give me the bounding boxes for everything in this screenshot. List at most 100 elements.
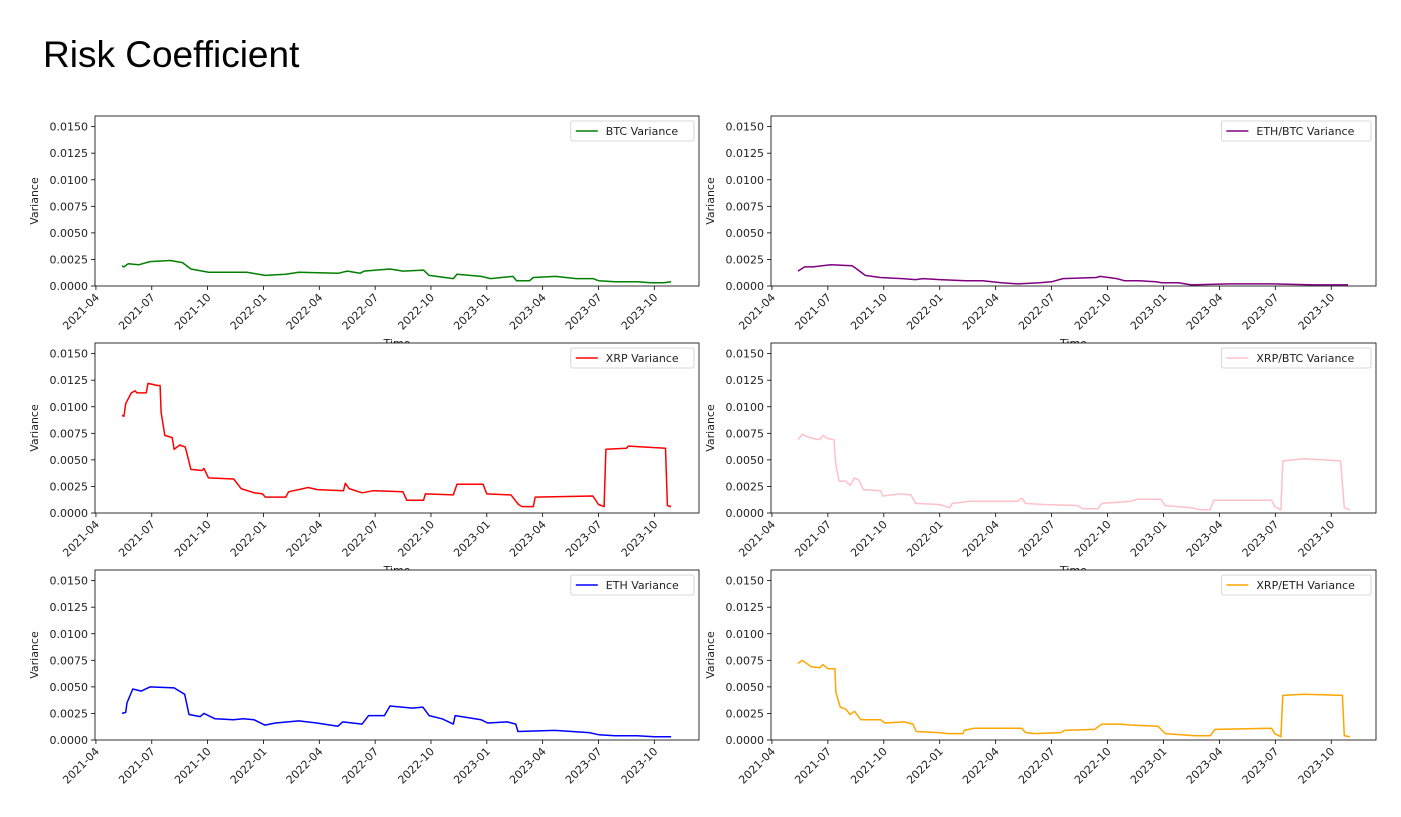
y-tick-label: 0.0025 xyxy=(726,253,765,266)
y-tick-label: 0.0150 xyxy=(726,575,765,588)
y-tick-label: 0.0025 xyxy=(726,707,765,720)
plot-area xyxy=(95,343,699,513)
x-tick-label: 2021-04 xyxy=(60,291,102,333)
y-tick-label: 0.0150 xyxy=(50,575,89,588)
legend-label: XRP Variance xyxy=(606,352,679,365)
plot-area xyxy=(771,116,1376,286)
x-tick-label: 2023-04 xyxy=(1184,291,1226,333)
y-tick-label: 0.0125 xyxy=(726,147,765,160)
x-tick-label: 2022-04 xyxy=(960,291,1002,333)
y-tick-label: 0.0000 xyxy=(726,507,765,520)
x-tick-label: 2023-04 xyxy=(507,745,549,787)
x-tick-label: 2022-01 xyxy=(228,745,270,787)
x-tick-label: 2022-07 xyxy=(340,291,382,333)
x-tick-label: 2023-10 xyxy=(1296,518,1338,560)
legend: BTC Variance xyxy=(570,120,695,142)
x-tick-label: 2021-07 xyxy=(116,518,158,560)
y-tick-label: 0.0075 xyxy=(50,427,89,440)
y-tick-label: 0.0150 xyxy=(50,348,89,361)
x-tick-label: 2021-10 xyxy=(172,745,214,787)
subplot-xrp-variance: 0.0000 0.0025 0.0050 0.0075 0.0100 0.0125 0.01… xyxy=(28,342,700,560)
x-tick-label: 2022-07 xyxy=(1016,291,1058,333)
y-tick-label: 0.0125 xyxy=(726,374,765,387)
x-tick-label: 2023-04 xyxy=(507,518,549,560)
x-tick-label: 2022-04 xyxy=(960,518,1002,560)
x-tick-label: 2021-10 xyxy=(848,745,890,787)
y-tick-label: 0.0050 xyxy=(726,454,765,467)
x-tick-label: 2023-07 xyxy=(1240,518,1282,560)
y-axis-label: Variance xyxy=(28,631,41,679)
y-tick-label: 0.0075 xyxy=(726,654,765,667)
axes-frame xyxy=(94,342,700,514)
legend-box xyxy=(570,574,695,596)
x-tick-label: 2023-01 xyxy=(451,745,493,787)
y-tick-label: 0.0025 xyxy=(50,253,89,266)
legend-label: ETH Variance xyxy=(606,579,679,592)
y-tick-label: 0.0050 xyxy=(50,227,89,240)
y-tick-label: 0.0050 xyxy=(50,681,89,694)
y-axis-label: Variance xyxy=(704,631,717,679)
x-tick-label: 2021-07 xyxy=(792,745,834,787)
x-tick-label: 2022-01 xyxy=(904,518,946,560)
x-tick-label: 2022-01 xyxy=(904,291,946,333)
plot-area xyxy=(771,570,1376,740)
axes-frame xyxy=(94,569,700,741)
x-tick-label: 2023-01 xyxy=(451,291,493,333)
x-tick-label: 2021-04 xyxy=(736,291,778,333)
plot-area xyxy=(95,570,699,740)
x-tick-label: 2022-07 xyxy=(1016,518,1058,560)
legend-label: BTC Variance xyxy=(606,125,679,138)
y-tick-label: 0.0075 xyxy=(50,654,89,667)
x-tick-label: 2021-10 xyxy=(172,291,214,333)
y-tick-label: 0.0125 xyxy=(50,601,89,614)
x-tick-label: 2023-04 xyxy=(1184,518,1226,560)
y-tick-label: 0.0000 xyxy=(726,734,765,747)
x-tick-label: 2022-04 xyxy=(284,745,326,787)
series-line xyxy=(121,259,672,284)
y-tick-label: 0.0075 xyxy=(726,200,765,213)
x-tick-label: 2021-10 xyxy=(172,518,214,560)
x-tick-label: 2023-10 xyxy=(619,291,661,333)
x-tick-label: 2021-07 xyxy=(116,745,158,787)
y-axis-label: Variance xyxy=(28,404,41,452)
series-line xyxy=(797,264,1348,286)
y-tick-label: 0.0075 xyxy=(726,427,765,440)
axes-frame xyxy=(770,569,1377,741)
legend-box xyxy=(570,120,695,142)
y-tick-label: 0.0125 xyxy=(50,374,89,387)
subplot-xrp-eth-variance: 0.0000 0.0025 0.0050 0.0075 0.0100 0.0125 0.01… xyxy=(704,569,1377,787)
x-tick-label: 2023-04 xyxy=(1184,745,1226,787)
axes-frame xyxy=(94,115,700,287)
legend-label: XRP/ETH Variance xyxy=(1256,579,1355,592)
y-tick-label: 0.0150 xyxy=(50,121,89,134)
legend: XRP/BTC Variance xyxy=(1221,347,1372,369)
x-tick-label: 2022-10 xyxy=(395,291,437,333)
x-tick-label: 2023-10 xyxy=(619,518,661,560)
y-tick-label: 0.0025 xyxy=(726,480,765,493)
legend: XRP Variance xyxy=(570,347,695,369)
y-tick-label: 0.0050 xyxy=(50,454,89,467)
series-line xyxy=(797,659,1351,738)
x-tick-label: 2022-04 xyxy=(284,291,326,333)
x-tick-label: 2022-10 xyxy=(1072,745,1114,787)
y-tick-label: 0.0150 xyxy=(726,348,765,361)
legend-box xyxy=(570,347,695,369)
y-tick-label: 0.0100 xyxy=(50,401,89,414)
x-tick-label: 2023-04 xyxy=(507,291,549,333)
x-tick-label: 2023-07 xyxy=(1240,745,1282,787)
y-tick-label: 0.0000 xyxy=(50,507,89,520)
x-tick-label: 2023-10 xyxy=(1296,291,1338,333)
y-tick-label: 0.0000 xyxy=(50,734,89,747)
x-tick-label: 2022-07 xyxy=(340,745,382,787)
x-tick-label: 2023-07 xyxy=(563,518,605,560)
y-tick-label: 0.0100 xyxy=(50,174,89,187)
x-tick-label: 2021-07 xyxy=(792,291,834,333)
x-tick-label: 2022-04 xyxy=(960,745,1002,787)
x-tick-label: 2022-10 xyxy=(395,518,437,560)
page-title: Risk Coefficient xyxy=(43,34,300,75)
axes-frame xyxy=(770,115,1377,287)
subplot-btc-variance: 0.0000 0.0025 0.0050 0.0075 0.0100 0.0125 0.01… xyxy=(28,115,700,333)
x-tick-label: 2022-01 xyxy=(228,518,270,560)
x-tick-label: 2022-07 xyxy=(1016,745,1058,787)
